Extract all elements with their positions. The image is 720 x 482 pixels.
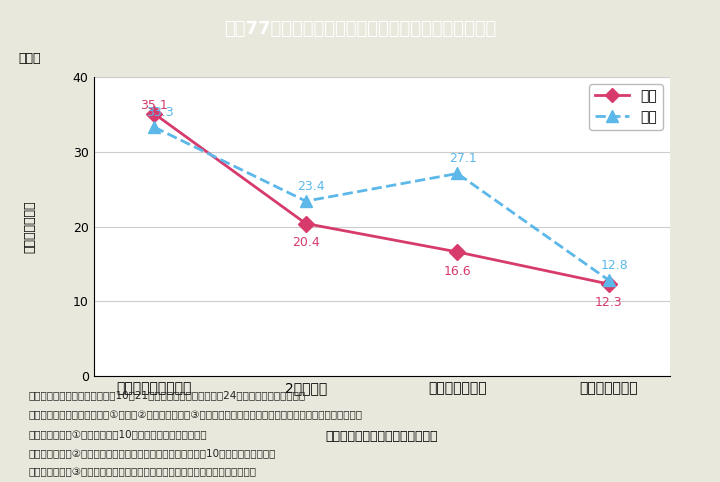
Line: 平日: 平日 <box>148 108 615 290</box>
Text: 特－77図　出産後の夫の家事・育児時間別妻の離職率: 特－77図 出産後の夫の家事・育児時間別妻の離職率 <box>224 20 496 38</box>
Text: ③妻が出産前に仕事有りで、かつ、第１回の「女性票」の対象者: ③妻が出産前に仕事有りで、かつ、第１回の「女性票」の対象者 <box>29 468 256 478</box>
Text: 20.4: 20.4 <box>292 237 320 250</box>
Text: 27.1: 27.1 <box>449 152 477 165</box>
休日 <box>453 171 462 176</box>
Text: 35.1: 35.1 <box>140 99 168 112</box>
休日 <box>605 278 613 283</box>
Text: ①第１回から第10回まで双方が回答した夫婦: ①第１回から第10回まで双方が回答した夫婦 <box>29 429 207 439</box>
Text: ２．集計対象は、①または②に該当し、かつ③に該当するこの９年間に子供が生まれた同居夫婦である。: ２．集計対象は、①または②に該当し、かつ③に該当するこの９年間に子供が生まれた同… <box>29 410 363 420</box>
平日 <box>605 281 613 287</box>
Text: 12.3: 12.3 <box>595 295 623 308</box>
Text: （％）: （％） <box>19 52 41 65</box>
Text: （出産後の夫の家事・育児時間）: （出産後の夫の家事・育児時間） <box>325 430 438 443</box>
休日 <box>302 198 310 204</box>
Line: 休日: 休日 <box>148 121 615 287</box>
Text: 33.3: 33.3 <box>146 106 174 119</box>
Legend: 平日, 休日: 平日, 休日 <box>589 84 662 130</box>
Text: 16.6: 16.6 <box>444 265 471 278</box>
Text: （妻の離職率）: （妻の離職率） <box>24 201 37 253</box>
平日 <box>150 111 158 117</box>
Text: ②第１回に独身で第９回までの間に結婚し、第10回まで回答した夫婦: ②第１回に独身で第９回までの間に結婚し、第10回まで回答した夫婦 <box>29 448 276 458</box>
Text: （備考）　１．厚生労働省「第10回21世紀成年者縦断調査（平成24年成年者）」より作成。: （備考） １．厚生労働省「第10回21世紀成年者縦断調査（平成24年成年者）」よ… <box>29 390 306 401</box>
平日 <box>302 221 310 227</box>
Text: 12.8: 12.8 <box>600 259 629 272</box>
Text: 23.4: 23.4 <box>297 180 325 193</box>
休日 <box>150 124 158 130</box>
平日 <box>453 249 462 255</box>
